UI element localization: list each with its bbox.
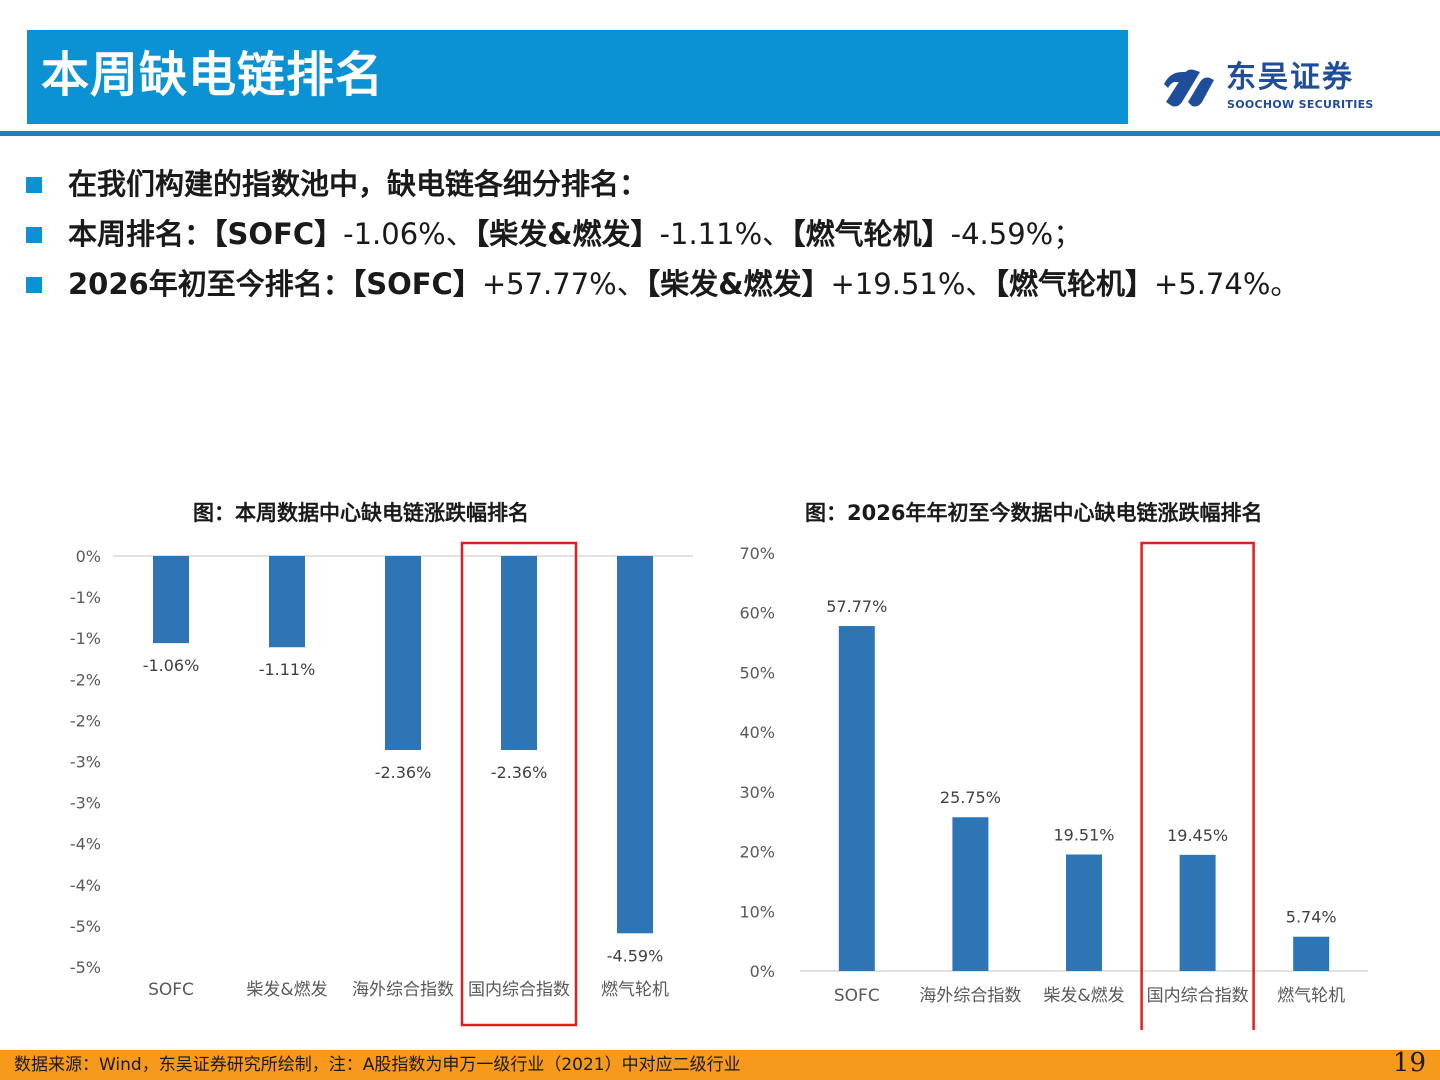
y-tick-label: 40% (739, 723, 775, 742)
bullet-list: 在我们构建的指数池中，缺电链各细分排名： 本周排名：【SOFC】-1.06%、【… (24, 160, 1434, 310)
data-label: -2.36% (491, 763, 548, 782)
y-tick-label: -2% (70, 711, 101, 730)
bar-3 (385, 556, 421, 750)
page-number: 19 (1392, 1048, 1426, 1078)
page-title: 本周缺电链排名 (41, 47, 385, 103)
bar-4 (1179, 854, 1216, 971)
data-label: -1.11% (259, 660, 316, 679)
bullet-text-run: +19.51%、 (830, 267, 995, 301)
bullet-text-run: -1.11%、 (659, 217, 792, 251)
bullet-text: 本周排名：【SOFC】-1.06%、【柴发&燃发】-1.11%、【燃气轮机】-4… (68, 210, 1082, 258)
bullet-square-icon (26, 177, 42, 193)
bullet-text-run: 2026年初至今排名：【SOFC】 (68, 267, 482, 301)
logo-chinese-name: 东吴证券 (1226, 60, 1354, 95)
data-label: 19.51% (1053, 825, 1114, 844)
bullet-text-run: 在我们构建的指数池中，缺电链各细分排名： (68, 167, 649, 201)
x-category-label: 燃气轮机 (1277, 986, 1345, 1006)
y-tick-label: 20% (739, 843, 775, 862)
y-tick-label: 50% (739, 663, 775, 682)
highlight-box (1140, 541, 1255, 1030)
x-category-label: 柴发&燃发 (1043, 986, 1124, 1006)
header-rule (0, 131, 1440, 136)
y-tick-label: -2% (70, 670, 101, 689)
data-source-note: 数据来源：Wind，东吴证券研究所绘制，注：A股指数为申万一级行业（2021）中… (14, 1055, 741, 1075)
x-category-label: 燃气轮机 (601, 980, 669, 1000)
bar-1 (153, 556, 189, 644)
bar-3 (1066, 854, 1102, 971)
data-label: -4.59% (607, 946, 664, 965)
bar-2 (952, 817, 989, 971)
chart-title-weekly: 图：本周数据中心缺电链涨跌幅排名 (193, 501, 529, 525)
y-tick-label: 10% (739, 902, 775, 921)
y-tick-label: -4% (70, 835, 101, 854)
bullet-square-icon (26, 277, 42, 293)
company-logo: 东吴证券 SOOCHOW SECURITIES (1160, 58, 1400, 118)
y-tick-label: -1% (70, 588, 101, 607)
footer-bar: 数据来源：Wind，东吴证券研究所绘制，注：A股指数为申万一级行业（2021）中… (0, 1048, 1440, 1080)
logo-mark-icon (1164, 69, 1214, 107)
x-category-label: 柴发&燃发 (246, 980, 327, 1000)
bullet-text-run: -1.06%、 (343, 217, 475, 251)
y-tick-label: -4% (70, 876, 101, 895)
data-label: 25.75% (940, 788, 1001, 807)
x-category-label: 国内综合指数 (468, 980, 570, 1000)
y-tick-label: -3% (70, 753, 101, 772)
y-tick-label: -5% (70, 917, 101, 936)
chart-ytd-ranking: 0% 10% 20% 30% 40% 50% 60% 70% 57.77% SOFC 25.75% 海… (739, 541, 1368, 1030)
x-category-label: 国内综合指数 (1147, 986, 1249, 1006)
y-tick-label: 0% (76, 547, 101, 566)
bar-4 (501, 556, 537, 750)
y-tick-label: 70% (739, 544, 775, 563)
x-category-label: SOFC (148, 980, 194, 1000)
logo-english-name: SOOCHOW SECURITIES (1227, 98, 1374, 111)
bullet-text-run: 【柴发&燃发】 (474, 217, 660, 251)
y-tick-label: -3% (70, 794, 101, 813)
chart-title-ytd: 图：2026年年初至今数据中心缺电链涨跌幅排名 (805, 501, 1263, 525)
data-label: 19.45% (1167, 826, 1228, 845)
bullet-text-run: 【柴发&燃发】 (645, 267, 831, 301)
y-tick-label: 30% (739, 783, 775, 802)
bullet-text: 在我们构建的指数池中，缺电链各细分排名： (68, 160, 648, 208)
bullet-text-run: -4.59%； (950, 217, 1083, 251)
bar-1 (838, 626, 875, 971)
bullet-text-run: 【燃气轮机】 (994, 267, 1154, 301)
bullet-item: 2026年初至今排名：【SOFC】+57.77%、【柴发&燃发】+19.51%、… (24, 260, 1434, 310)
bullet-item: 在我们构建的指数池中，缺电链各细分排名： (24, 160, 1434, 210)
data-label: 57.77% (826, 597, 887, 616)
bullet-text-run: +57.77%、 (481, 267, 646, 301)
y-tick-label: -5% (70, 958, 101, 977)
data-label: 5.74% (1286, 908, 1337, 927)
bar-2 (269, 556, 305, 648)
title-bar: 本周缺电链排名 (27, 30, 1128, 124)
bullet-item: 本周排名：【SOFC】-1.06%、【柴发&燃发】-1.11%、【燃气轮机】-4… (24, 210, 1434, 260)
y-tick-label: 0% (750, 962, 775, 981)
x-category-label: 海外综合指数 (919, 986, 1021, 1006)
bullet-text-run: 本周排名：【SOFC】 (68, 217, 344, 251)
bullet-text: 2026年初至今排名：【SOFC】+57.77%、【柴发&燃发】+19.51%、… (68, 260, 1299, 308)
x-category-label: 海外综合指数 (352, 980, 454, 1000)
highlight-box (460, 541, 578, 1027)
y-tick-label: -1% (70, 629, 101, 648)
bar-5 (617, 556, 653, 934)
chart-weekly-ranking: 0% -1% -1% -2% -2% -3% -3% -4% -4% -5% -5% -1.06% SO… (70, 541, 693, 1027)
bullet-text-run: +5.74%。 (1153, 267, 1300, 301)
x-category-label: SOFC (834, 986, 880, 1006)
bullet-text-run: 【燃气轮机】 (791, 217, 951, 251)
data-label: -2.36% (375, 763, 432, 782)
bar-5 (1293, 936, 1330, 971)
bullet-square-icon (26, 227, 42, 243)
data-label: -1.06% (143, 656, 200, 675)
y-tick-label: 60% (739, 604, 775, 623)
